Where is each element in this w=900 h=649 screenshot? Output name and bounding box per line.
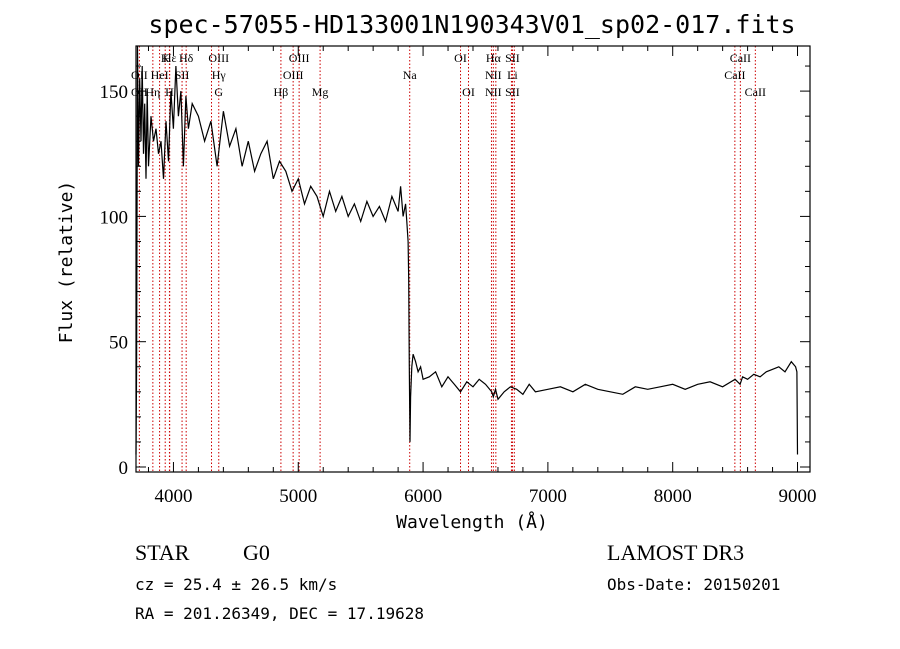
line-label-Hη-bot: Hη <box>145 85 160 99</box>
line-label-OIII-bot: G <box>214 85 223 99</box>
y-tick-label-150: 150 <box>100 82 129 103</box>
observation-date: Obs-Date: 20150201 <box>607 575 781 594</box>
line-label-K-top: K <box>161 51 170 65</box>
line-label-Hβ-bot: Hβ <box>274 85 289 99</box>
plot-frame <box>135 45 811 473</box>
x-tick-label-8000: 8000 <box>654 486 692 507</box>
x-tick-label-9000: 9000 <box>779 486 817 507</box>
x-tick-label-6000: 6000 <box>404 486 442 507</box>
line-label-Hα-top: Hα <box>486 51 502 65</box>
x-axis-label: Wavelength (Å) <box>396 511 548 533</box>
line-label-OI-6364-bot: OI <box>462 85 475 99</box>
line-label-OIII-5007-top: OIII <box>289 51 310 65</box>
line-label-CaII-8542-top: CaII <box>730 51 751 65</box>
line-label-CaII-8662-bot: CaII <box>745 85 766 99</box>
sky-coordinates: RA = 201.26349, DEC = 17.19628 <box>135 604 424 623</box>
redshift-velocity: cz = 25.4 ± 26.5 km/s <box>135 575 338 594</box>
line-label-Na-mid: Na <box>403 68 418 82</box>
line-label-Hα-mid: NII <box>485 68 502 82</box>
line-label-Mg-bot: Mg <box>312 85 329 99</box>
line-label-SII-6716-mid: Li <box>507 68 518 82</box>
object-class: STAR <box>135 540 190 565</box>
line-label-SII-6716-top: SII <box>505 51 520 65</box>
line-label-OIII-mid: Hγ <box>212 68 227 82</box>
x-tick-label-5000: 5000 <box>279 486 317 507</box>
object-subclass: G0 <box>243 540 270 565</box>
survey-name: LAMOST DR3 <box>607 540 745 565</box>
line-label-HeI-mid: HeI <box>151 68 169 82</box>
x-tick-label-7000: 7000 <box>529 486 567 507</box>
line-label-Hδ-top: Hδ <box>179 51 194 65</box>
line-label-OIII-4959-mid: OIII <box>283 68 304 82</box>
y-tick-label-100: 100 <box>100 207 129 228</box>
line-label-Hα-bot: NII <box>485 85 502 99</box>
line-label-OII-mid: OII <box>131 68 148 82</box>
spectral-line-markers <box>138 46 756 472</box>
line-label-SII-6716-bot: SII <box>505 85 520 99</box>
line-label-OIII-top: OIII <box>208 51 229 65</box>
y-tick-label-0: 0 <box>119 458 129 479</box>
line-label-OI-6300-top: OI <box>454 51 467 65</box>
x-tick-label-4000: 4000 <box>154 486 192 507</box>
chart-title: spec-57055-HD133001N190343V01_sp02-017.f… <box>148 10 795 39</box>
line-label-CaII-8498-mid: CaII <box>724 68 745 82</box>
y-tick-label-50: 50 <box>109 333 128 354</box>
y-axis-label: Flux (relative) <box>56 181 77 344</box>
flux-series-line <box>135 45 799 455</box>
line-label-SII-mid: SII <box>175 68 190 82</box>
line-label-H-bot: H <box>165 85 174 99</box>
axis-ticks: 4000 5000 6000 7000 8000 9000 0 50 100 150 <box>100 46 817 507</box>
